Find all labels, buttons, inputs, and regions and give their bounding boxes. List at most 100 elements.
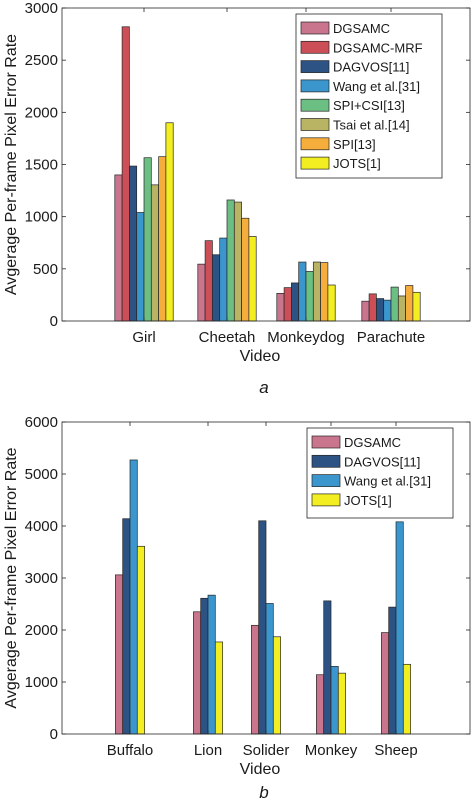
y-tick-label: 2500 bbox=[25, 52, 58, 69]
legend-swatch bbox=[300, 137, 330, 151]
y-tick-label: 3000 bbox=[25, 0, 58, 17]
bar-buffalo-2 bbox=[122, 518, 131, 735]
chart-panel-a: 0 500 1000 1500 2000 2500 3000 Girl Cheetah Monke… bbox=[3, 0, 471, 397]
legend-swatch bbox=[311, 474, 341, 487]
x-tick-label: Monkeydog bbox=[267, 329, 345, 346]
bar-parachute-2 bbox=[368, 293, 377, 322]
legend-swatch bbox=[300, 79, 330, 93]
y-axis-label: Avgerage Per-frame Pixel Error Rate bbox=[3, 447, 20, 708]
y-tick-label: 1500 bbox=[25, 157, 58, 174]
legend-label: DGSAMC bbox=[333, 21, 390, 36]
legend: DGSAMC DAGVOS[11] Wang et al.[31] JOTS[1] bbox=[306, 427, 454, 519]
bar-parachute-3 bbox=[376, 298, 385, 322]
x-tick-label: Monkey bbox=[305, 742, 358, 759]
legend-swatch bbox=[300, 98, 330, 112]
legend-swatch bbox=[300, 118, 330, 131]
bar-monkeydog-1 bbox=[276, 293, 285, 322]
legend-label: JOTS[1] bbox=[344, 493, 392, 508]
legend-label: Wang et al.[31] bbox=[333, 79, 420, 94]
legend-label: SPI+CSI[13] bbox=[333, 98, 405, 113]
bar-parachute-1 bbox=[361, 300, 370, 322]
bar-cheetah-3 bbox=[212, 254, 221, 322]
x-tick-label: Parachute bbox=[357, 329, 425, 346]
bar-cheetah-5 bbox=[226, 199, 235, 322]
legend-label: DAGVOS[11] bbox=[333, 60, 409, 75]
bar-buffalo-1 bbox=[115, 574, 124, 735]
bar-girl-7 bbox=[158, 156, 167, 322]
x-tick-label: Buffalo bbox=[107, 742, 153, 759]
legend-swatch bbox=[300, 156, 330, 170]
y-tick-label: 6000 bbox=[25, 414, 58, 431]
bar-solider-4 bbox=[272, 636, 281, 735]
bar-monkeydog-3 bbox=[291, 282, 300, 322]
bar-monkeydog-2 bbox=[283, 287, 292, 322]
bar-monkey-2 bbox=[323, 600, 332, 735]
bar-lion-1 bbox=[193, 611, 202, 735]
bar-monkeydog-8 bbox=[327, 284, 336, 322]
bar-sheep-2 bbox=[388, 606, 397, 735]
bar-solider-1 bbox=[251, 624, 260, 735]
bar-girl-5 bbox=[143, 157, 152, 322]
bar-girl-3 bbox=[129, 165, 138, 322]
x-axis-label: Video bbox=[240, 761, 281, 778]
bar-lion-3 bbox=[207, 594, 216, 735]
y-tick-label: 0 bbox=[50, 313, 58, 330]
bar-buffalo-4 bbox=[136, 545, 145, 735]
bar-sheep-1 bbox=[381, 632, 390, 735]
bar-cheetah-1 bbox=[197, 263, 206, 322]
bar-sheep-3 bbox=[395, 521, 404, 735]
bar-parachute-5 bbox=[390, 286, 399, 322]
legend-swatch bbox=[311, 454, 341, 468]
legend-swatch bbox=[300, 60, 330, 73]
chart-panel-b: 0 1000 2000 3000 4000 5000 6000 Buffalo Lion Soli… bbox=[3, 414, 471, 802]
legend-label: DGSAMC-MRF bbox=[333, 40, 423, 55]
bar-girl-2 bbox=[121, 26, 130, 322]
legend-label: JOTS[1] bbox=[333, 156, 381, 171]
bar-cheetah-8 bbox=[248, 236, 257, 322]
x-tick-label: Lion bbox=[194, 742, 222, 759]
y-tick-label: 0 bbox=[50, 726, 58, 743]
bar-girl-4 bbox=[136, 212, 145, 322]
bar-cheetah-4 bbox=[219, 237, 228, 322]
bar-parachute-8 bbox=[412, 291, 421, 322]
legend-label: DAGVOS[11] bbox=[344, 454, 420, 469]
bar-girl-8 bbox=[165, 122, 174, 322]
bar-monkeydog-6 bbox=[312, 261, 321, 322]
legend-label: SPI[13] bbox=[333, 137, 376, 152]
bar-solider-3 bbox=[265, 603, 274, 735]
legend-swatch bbox=[300, 21, 330, 35]
bar-monkey-1 bbox=[316, 674, 325, 735]
y-tick-label: 2000 bbox=[25, 622, 58, 639]
legend-box bbox=[295, 13, 443, 179]
legend-label: Wang et al.[31] bbox=[344, 474, 431, 489]
legend-label: Tsai et al.[14] bbox=[333, 118, 410, 133]
bar-parachute-4 bbox=[383, 299, 392, 322]
bar-monkeydog-5 bbox=[305, 271, 314, 322]
bar-monkeydog-7 bbox=[320, 262, 329, 322]
y-tick-label: 500 bbox=[33, 261, 58, 278]
bar-solider-2 bbox=[258, 520, 267, 735]
legend-swatch bbox=[311, 435, 341, 449]
legend-label: DGSAMC bbox=[344, 435, 401, 450]
bar-buffalo-3 bbox=[129, 459, 138, 735]
bar-cheetah-7 bbox=[241, 217, 250, 322]
y-tick-label: 5000 bbox=[25, 466, 58, 483]
legend-swatch bbox=[300, 40, 330, 54]
y-tick-label: 3000 bbox=[25, 570, 58, 587]
y-tick-label: 4000 bbox=[25, 518, 58, 535]
bar-parachute-6 bbox=[397, 295, 406, 322]
x-tick-label: Solider bbox=[243, 742, 290, 759]
x-axis-label: Video bbox=[240, 348, 281, 365]
figure-caption: a bbox=[259, 378, 268, 397]
y-tick-label: 1000 bbox=[25, 209, 58, 226]
x-tick-label: Cheetah bbox=[199, 329, 256, 346]
x-tick-label: Sheep bbox=[374, 742, 417, 759]
figure-caption: b bbox=[259, 783, 268, 802]
legend-swatch bbox=[311, 493, 341, 507]
bar-girl-6 bbox=[150, 184, 159, 322]
bar-parachute-7 bbox=[405, 285, 414, 322]
y-tick-label: 1000 bbox=[25, 674, 58, 691]
bar-girl-1 bbox=[114, 174, 123, 322]
